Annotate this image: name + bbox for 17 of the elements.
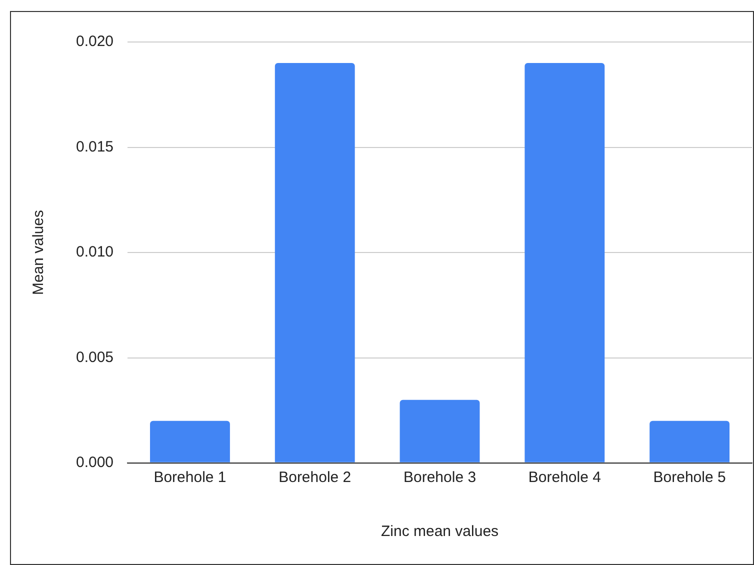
y-tick-label: 0.010 xyxy=(76,244,114,261)
x-tick-label: Borehole 1 xyxy=(154,469,226,486)
bar xyxy=(274,63,355,462)
y-tick-label: 0.015 xyxy=(76,138,114,156)
y-axis-title: Mean values xyxy=(30,210,48,296)
x-tick-label: Borehole 3 xyxy=(403,469,476,486)
x-tick-label: Borehole 2 xyxy=(278,469,352,486)
y-tick-label: 0.005 xyxy=(76,348,114,366)
bar xyxy=(400,400,480,462)
bar xyxy=(524,63,605,462)
bar xyxy=(150,420,230,462)
bar xyxy=(650,420,730,462)
y-tick-label: 0.000 xyxy=(76,454,114,472)
x-tick-label: Borehole 5 xyxy=(653,469,726,486)
x-axis-title: Zinc mean values xyxy=(380,523,499,540)
x-tick-label: Borehole 4 xyxy=(528,469,601,486)
y-tick-label: 0.020 xyxy=(76,33,114,50)
